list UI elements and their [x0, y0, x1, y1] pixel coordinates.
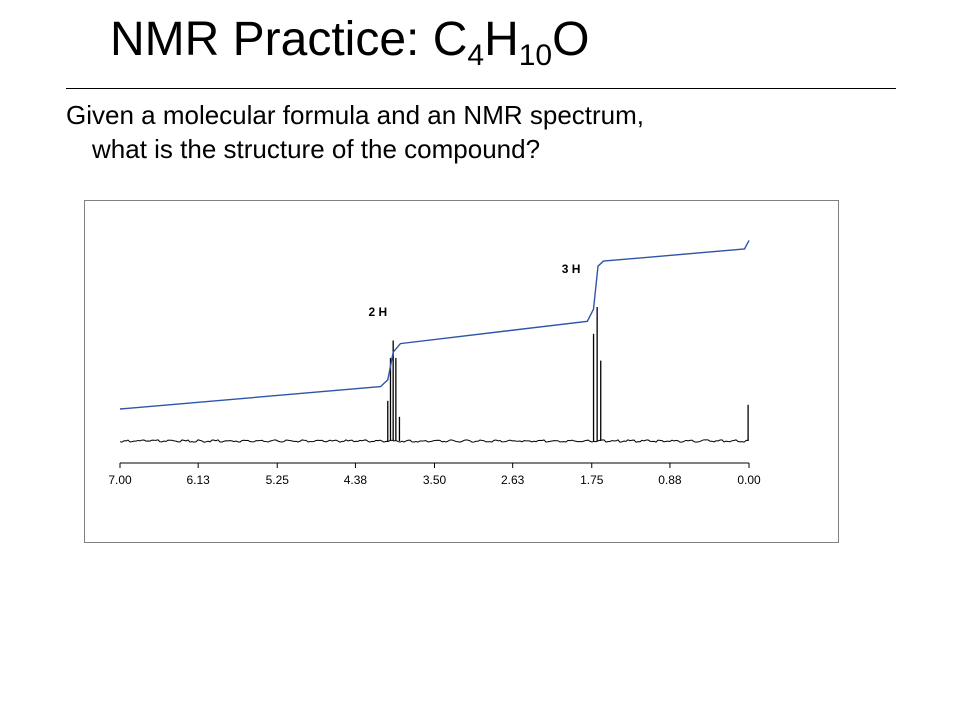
title-subscript-hydrogen: 10 [518, 39, 553, 72]
spectrum-baseline [119, 439, 749, 443]
nmr-chart: 7.00 6.13 5.25 4.38 3.50 2.63 1.75 0.88 0.00 2 H 3… [84, 200, 839, 543]
question-line-1: Given a molecular formula and an NMR spe… [66, 100, 645, 130]
integral-trace [119, 240, 750, 410]
slide-title: NMR Practice: C4H10O [110, 13, 590, 70]
title-hydrogen: H [484, 13, 519, 66]
question-text: Given a molecular formula and an NMR spe… [66, 98, 866, 166]
question-line-2: what is the structure of the compound? [92, 134, 541, 164]
x-tick-label: 0.88 [658, 473, 682, 487]
title-text: NMR Practice: C [110, 13, 468, 66]
nmr-spectrum-plot: 7.00 6.13 5.25 4.38 3.50 2.63 1.75 0.88 0.00 2 H 3… [108, 240, 761, 487]
integration-label: 2 H [369, 305, 388, 319]
title-oxygen: O [552, 13, 590, 66]
x-tick-label: 5.25 [266, 473, 290, 487]
x-tick-label: 4.38 [344, 473, 368, 487]
x-tick-label: 1.75 [580, 473, 604, 487]
x-tick-label: 7.00 [108, 473, 132, 487]
x-tick-label: 2.63 [501, 473, 525, 487]
title-subscript-carbon: 4 [467, 39, 485, 72]
title-divider [66, 88, 896, 89]
x-tick-label: 6.13 [186, 473, 210, 487]
x-tick-label: 3.50 [423, 473, 447, 487]
x-tick-label: 0.00 [737, 473, 761, 487]
integration-label: 3 H [562, 262, 581, 276]
